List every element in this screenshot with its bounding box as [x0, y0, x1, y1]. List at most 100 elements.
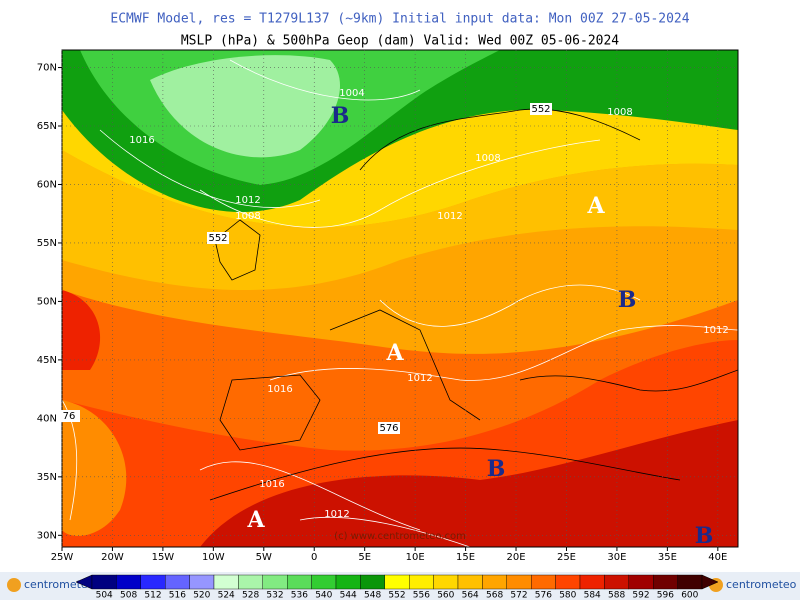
colorbar-swatch	[213, 574, 239, 590]
isobar-label: 1008	[235, 211, 260, 222]
geopotential-label-box	[58, 410, 80, 422]
colorbar-label: 576	[535, 591, 552, 600]
colorbar-label: 588	[608, 591, 625, 600]
field-green-pale	[150, 55, 340, 158]
x-tick-label: 0	[311, 552, 317, 563]
colorbar-label: 532	[266, 591, 283, 600]
colorbar-label: 564	[462, 591, 479, 600]
pressure-center: B	[695, 523, 714, 549]
colorbar-label: 596	[657, 591, 674, 600]
isobar-label: 1012	[324, 509, 349, 520]
colorbar-label: 516	[169, 591, 186, 600]
logo-right: centrometeo	[726, 578, 797, 591]
y-tick-label: 55N	[37, 238, 57, 249]
colorbar: 504 508 512 516 520 524 528 532 536 540 544 548 552 5…	[75, 574, 719, 600]
colorbar-swatch	[262, 574, 288, 590]
isobar-label: 1012	[437, 211, 462, 222]
coastlines	[209, 108, 738, 501]
colorbar-swatch	[116, 574, 142, 590]
field-dark-red	[200, 420, 738, 547]
colorbar-label: 544	[340, 591, 357, 600]
isobar-label: 1012	[235, 195, 260, 206]
x-tick-label: 15W	[152, 552, 175, 563]
colorbar-label: 560	[437, 591, 454, 600]
isobar-label: 1004	[339, 88, 364, 99]
colorbar-swatch	[482, 574, 507, 590]
x-tick-label: 10W	[202, 552, 225, 563]
x-tick-label: 20E	[507, 552, 526, 563]
colorbar-swatch	[91, 574, 117, 590]
colorbar-label: 552	[388, 591, 405, 600]
colorbar-swatch	[384, 574, 410, 590]
x-tick-label: 20W	[101, 552, 124, 563]
x-tick-label: 10E	[406, 552, 425, 563]
pressure-center: B	[618, 287, 637, 313]
x-tick-label: 15E	[456, 552, 475, 563]
isobar-label: 1016	[129, 135, 154, 146]
isobar-label: 1008	[475, 153, 500, 164]
colorbar-label: 520	[193, 591, 210, 600]
watermark: (c) www.centrometeo.com	[334, 531, 466, 542]
colorbar-swatch	[555, 574, 581, 590]
y-tick-label: 70N	[37, 63, 57, 74]
colorbar-label: 572	[510, 591, 527, 600]
colorbar-swatch	[579, 574, 605, 590]
colorbar-label: 600	[681, 591, 698, 600]
y-tick-label: 65N	[37, 121, 57, 132]
isobar-label: 1016	[267, 384, 292, 395]
isobar-label: 1012	[407, 373, 432, 384]
colorbar-label: 508	[120, 591, 137, 600]
logo-left: centrometeo	[24, 578, 95, 591]
colorbar-label: 568	[486, 591, 503, 600]
colorbar-label: 536	[291, 591, 308, 600]
pressure-center: B	[331, 103, 350, 129]
colorbar-swatch	[433, 574, 459, 590]
geopotential-label: 552	[531, 104, 550, 115]
colorbar-swatch	[287, 574, 312, 590]
colorbar-arrow-right	[701, 574, 719, 590]
colorbar-swatch	[653, 574, 678, 590]
pressure-center: A	[246, 507, 265, 533]
y-tick-label: 35N	[37, 472, 57, 483]
colorbar-swatch	[360, 574, 385, 590]
x-tick-label: 5E	[358, 552, 371, 563]
y-tick-label: 40N	[37, 413, 57, 424]
colorbar-label: 580	[559, 591, 576, 600]
isobar-label: 1016	[259, 479, 284, 490]
colorbar-swatch	[677, 574, 703, 590]
colorbar-swatch	[506, 574, 532, 590]
colorbar-swatch	[189, 574, 215, 590]
colorbar-swatch	[531, 574, 556, 590]
colorbar-swatch	[164, 574, 190, 590]
field-west-red	[62, 290, 101, 370]
colorbar-swatch	[335, 574, 361, 590]
isobar-label: 1012	[703, 325, 728, 336]
x-tick-label: 35E	[658, 552, 677, 563]
geopotential-label-box	[378, 422, 400, 434]
colorbar-label: 512	[144, 591, 161, 600]
graticule: 25W 20W 15W 10W 5W 0 5E 10E 15E 20E 25E 30E 35E 40E 30…	[37, 50, 738, 563]
pressure-center: A	[586, 193, 605, 219]
colorbar-label: 524	[218, 591, 235, 600]
colorbar-swatch	[311, 574, 337, 590]
colorbar-label: 584	[584, 591, 601, 600]
y-tick-label: 50N	[37, 296, 57, 307]
pressure-center: B	[487, 456, 506, 482]
y-tick-label: 30N	[37, 530, 57, 541]
colorbar-swatch	[457, 574, 483, 590]
isobars	[62, 59, 738, 547]
y-tick-label: 60N	[37, 179, 57, 190]
geopotential-label-box	[530, 103, 552, 115]
map-labels: B A B A B A B 1004 1016 1008 1012 1008 1008 1012 1012 1…	[58, 88, 729, 549]
map-fields	[62, 50, 738, 547]
colorbar-label: 592	[632, 591, 649, 600]
x-tick-label: 5W	[256, 552, 272, 563]
geopotential-label-box	[207, 232, 229, 244]
colorbar-label: 548	[364, 591, 381, 600]
colorbar-swatch	[628, 574, 654, 590]
colorbar-swatch	[604, 574, 630, 590]
header-title: ECMWF Model, res = T1279L137 (~9km) Init…	[110, 12, 689, 27]
logo-icon	[7, 578, 21, 592]
colorbar-label: 556	[413, 591, 430, 600]
